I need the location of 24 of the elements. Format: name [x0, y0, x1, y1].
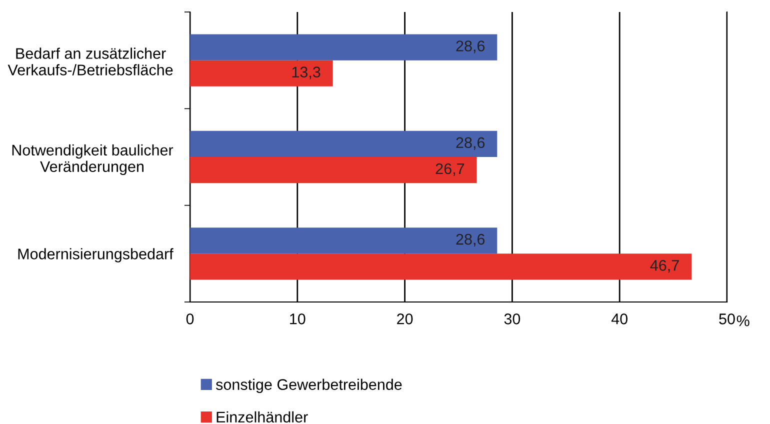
x-tick-label: 0 — [186, 314, 194, 324]
data-label: 26,7 — [436, 163, 464, 176]
bar — [190, 157, 477, 184]
data-label: 13,3 — [292, 66, 320, 80]
bar — [190, 228, 498, 254]
bar — [190, 34, 498, 60]
data-label: 46,7 — [650, 260, 679, 273]
bar — [190, 254, 692, 280]
y-tick-label: Modernisierungsbedarf — [18, 248, 174, 262]
data-label: 28,6 — [456, 40, 485, 54]
y-tick-label: Notwendigkeit baulicher Veränderungen — [12, 144, 174, 176]
y-tick-label: Bedarf an zusätzlicher Verkaufs-/Betriebsfläche — [8, 48, 173, 76]
x-tick-label: 20 — [397, 314, 413, 324]
x-tick-label: 10 — [290, 314, 306, 324]
data-label: 28,6 — [456, 137, 485, 150]
x-tick-label: 30 — [504, 314, 520, 324]
bar — [190, 130, 498, 157]
legend-label: sonstige Gewerbetreibende — [216, 378, 402, 393]
legend-label: Einzelhändler — [216, 411, 308, 423]
x-tick-label: 50 — [719, 314, 735, 324]
data-label: 28,6 — [456, 234, 485, 247]
x-axis-title: % — [736, 316, 750, 326]
bar — [190, 60, 333, 86]
x-tick-label: 40 — [611, 314, 628, 324]
